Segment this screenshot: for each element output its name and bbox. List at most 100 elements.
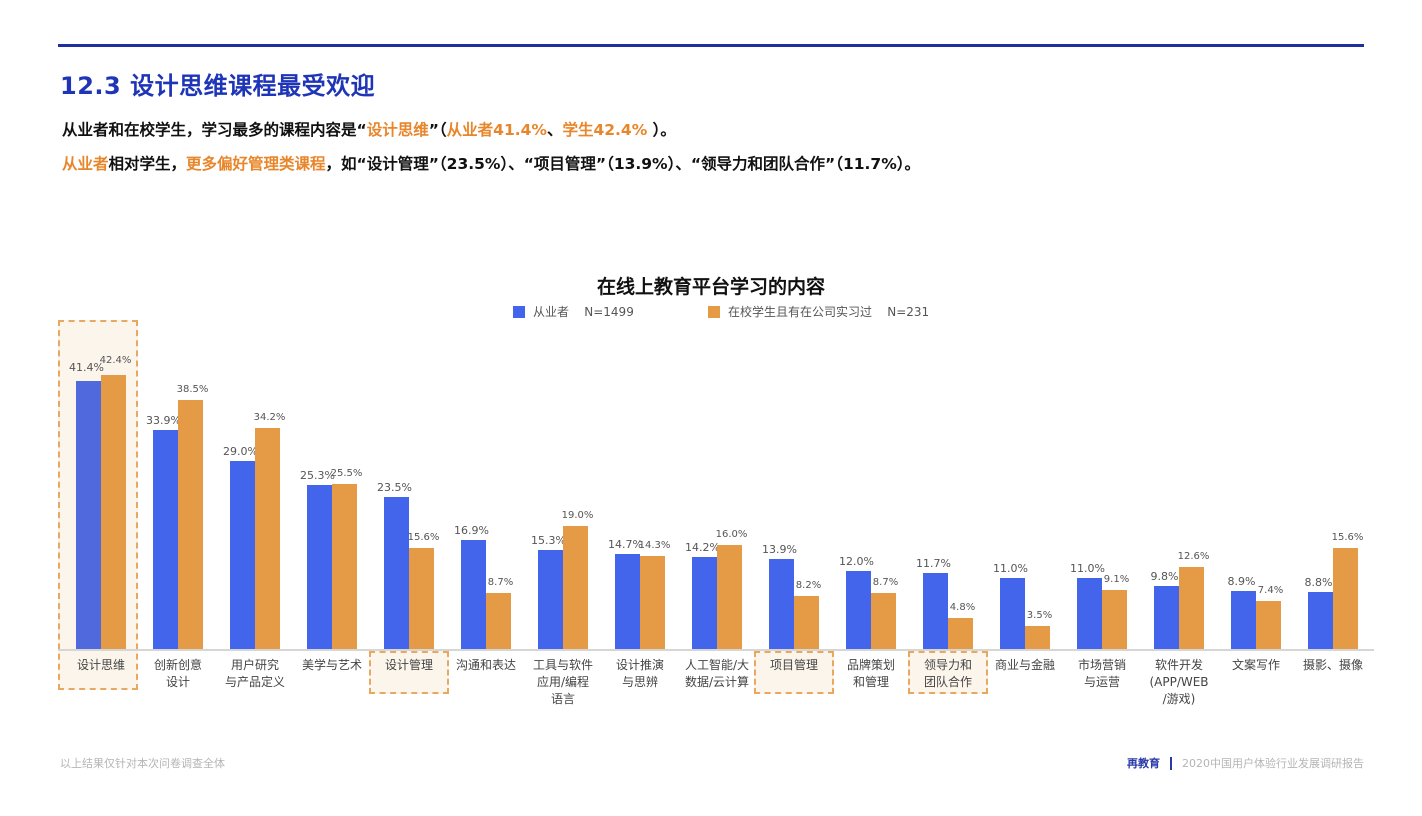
bar-students — [717, 545, 742, 649]
bar-practitioners — [461, 539, 486, 649]
summary-text: ）。 — [647, 121, 676, 139]
value-label: 33.9% — [146, 413, 181, 427]
bar-students — [871, 592, 896, 649]
highlight-box — [908, 651, 988, 694]
summary-text: 、 — [546, 121, 563, 139]
x-axis — [58, 649, 1374, 651]
legend-item-students: 在校学生且有在公司实习过 N=231 — [708, 303, 929, 320]
bar-students — [486, 592, 511, 649]
highlight-box — [369, 651, 449, 694]
category-label: 美学与艺术 — [301, 658, 362, 672]
legend-label: 从业者 N=1499 — [533, 305, 634, 319]
summary-highlight: 更多偏好管理类课程 — [186, 155, 326, 173]
summary-highlight: 学生42.4% — [562, 121, 648, 139]
summary-highlight: 从业者41.4% — [446, 121, 547, 139]
value-label: 9.1% — [1103, 574, 1130, 586]
summary-line-2: 从业者相对学生，更多偏好管理类课程，如“设计管理”（23.5%）、“项目管理”（… — [62, 152, 920, 174]
bar-students — [1179, 567, 1204, 649]
value-label: 8.7% — [487, 576, 514, 588]
category-label: 人工智能/大 数据/云计算 — [684, 658, 750, 689]
category-label: 品牌策划 和管理 — [846, 658, 895, 689]
bar-practitioners — [1154, 585, 1179, 649]
legend-label: 在校学生且有在公司实习过 N=231 — [728, 305, 930, 319]
value-label: 8.7% — [872, 576, 899, 588]
bar-practitioners — [1231, 591, 1256, 649]
value-label: 29.0% — [223, 445, 258, 459]
value-label: 14.2% — [685, 541, 720, 555]
value-label: 4.8% — [949, 601, 976, 613]
category-label: 创新创意 设计 — [153, 658, 202, 689]
highlight-box — [754, 651, 834, 694]
category-label: 文案写作 — [1231, 658, 1280, 672]
value-label: 15.3% — [531, 534, 566, 547]
brand-name: 再教育 — [1127, 757, 1160, 770]
bar-students — [409, 548, 434, 649]
bar-practitioners — [846, 571, 871, 649]
value-label: 14.3% — [638, 540, 671, 552]
legend-swatch-orange — [708, 305, 720, 318]
value-label: 8.8% — [1304, 576, 1333, 590]
bar-practitioners — [153, 429, 178, 649]
value-label: 9.8% — [1150, 569, 1179, 583]
bar-practitioners — [692, 557, 717, 649]
bar-practitioners — [76, 381, 101, 649]
bar-students — [101, 374, 126, 649]
bar-students — [1333, 548, 1358, 649]
value-label: 15.6% — [407, 532, 440, 544]
value-label: 7.4% — [1257, 585, 1284, 597]
value-label: 3.5% — [1026, 610, 1053, 622]
category-label: 用户研究 与产品定义 — [224, 658, 285, 689]
bar-students — [332, 484, 357, 649]
top-divider — [58, 44, 1364, 47]
value-label: 34.2% — [253, 411, 286, 423]
value-label: 11.0% — [1070, 561, 1105, 575]
bar-students — [563, 526, 588, 649]
legend-item-practitioners: 从业者 N=1499 — [513, 303, 634, 320]
report-name: 2020中国用户体验行业发展调研报告 — [1182, 757, 1364, 770]
footer-note: 以上结果仅针对本次问卷调查全体 — [60, 757, 225, 770]
summary-text: 相对学生， — [108, 155, 187, 173]
value-label: 15.6% — [1331, 532, 1364, 544]
value-label: 8.9% — [1227, 575, 1256, 589]
value-label: 8.2% — [795, 579, 822, 591]
bar-practitioners — [769, 559, 794, 649]
bar-practitioners — [1000, 577, 1025, 649]
value-label: 12.6% — [1177, 551, 1210, 563]
category-label: 项目管理 — [769, 658, 818, 672]
value-label: 19.0% — [561, 510, 594, 522]
category-label: 工具与软件 应用/编程 语言 — [532, 658, 593, 706]
value-label: 14.7% — [608, 537, 643, 551]
value-label: 38.5% — [176, 383, 209, 395]
bar-students — [255, 427, 280, 649]
bar-practitioners — [1308, 592, 1333, 649]
chart-title: 在线上教育平台学习的内容 — [596, 276, 825, 298]
summary-text: ”（ — [428, 121, 447, 139]
summary-highlight: 从业者 — [62, 155, 109, 173]
value-label: 23.5% — [377, 480, 412, 494]
category-label: 软件开发 (APP/WEB /游戏) — [1149, 658, 1209, 706]
summary-text: ，如“设计管理”（23.5%）、“项目管理”（13.9%）、“领导力和团队合作”… — [325, 155, 920, 173]
category-label: 沟通和表达 — [455, 658, 516, 672]
category-label: 设计推演 与思辨 — [615, 658, 664, 689]
legend-swatch-blue — [513, 305, 525, 318]
page-title: 12.3 设计思维课程最受欢迎 — [60, 72, 376, 100]
value-label: 41.4% — [69, 361, 104, 375]
category-label: 市场营销 与运营 — [1077, 658, 1126, 689]
value-label: 13.9% — [762, 543, 797, 557]
category-label: 摄影、摄像 — [1302, 658, 1363, 672]
value-label: 11.0% — [993, 561, 1028, 575]
category-label: 设计管理 — [384, 658, 433, 672]
value-label: 25.3% — [300, 469, 335, 483]
footer-brand: 再教育 2020中国用户体验行业发展调研报告 — [1127, 755, 1364, 771]
bar-students — [640, 556, 665, 649]
bar-practitioners — [1077, 577, 1102, 649]
value-label: 16.0% — [715, 529, 748, 541]
bar-students — [948, 617, 973, 649]
bar-students — [794, 595, 819, 649]
bar-practitioners — [923, 573, 948, 649]
summary-text: 从业者和在校学生，学习最多的课程内容是“ — [62, 121, 367, 139]
value-label: 42.4% — [99, 354, 132, 366]
summary-line-1: 从业者和在校学生，学习最多的课程内容是“设计思维”（从业者41.4%、学生42.… — [62, 118, 676, 140]
value-label: 25.5% — [330, 468, 363, 479]
